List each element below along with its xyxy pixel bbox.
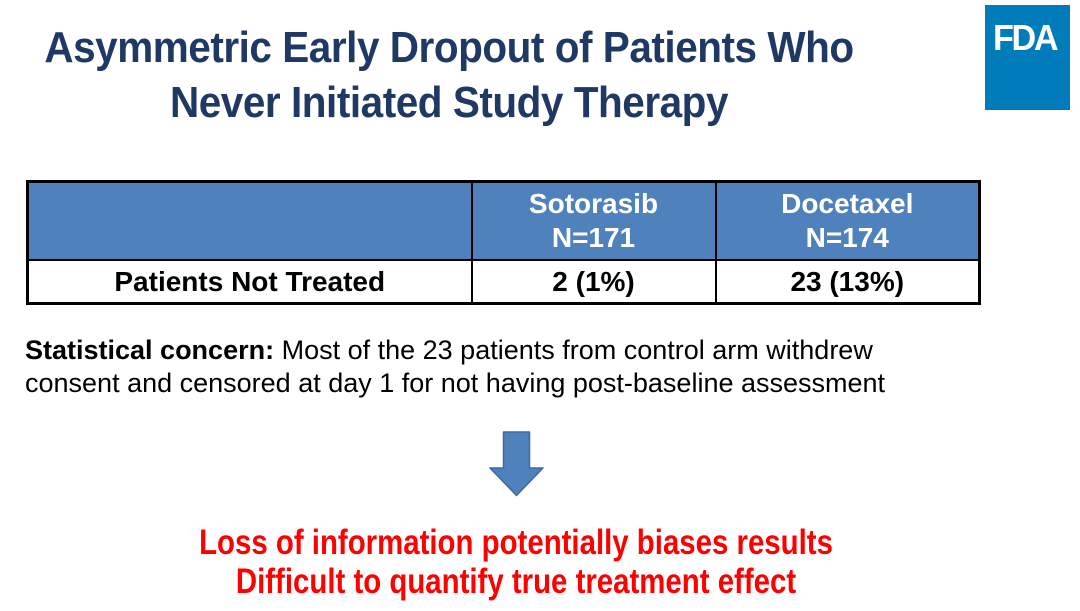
- concern-line1: Statistical concern: Most of the 23 pati…: [25, 334, 885, 367]
- concern-line2: consent and censored at day 1 for not ha…: [25, 368, 886, 398]
- table-header-sotorasib: Sotorasib N=171: [470, 180, 717, 261]
- header-drug-name: Docetaxel: [781, 188, 914, 219]
- patients-not-treated-table: Sotorasib N=171 Docetaxel N=174 Patients…: [26, 180, 981, 305]
- header-n-count: N=171: [551, 222, 636, 253]
- down-arrow-icon: [489, 431, 544, 497]
- header-n-count: N=174: [805, 222, 889, 253]
- table-header-row: Sotorasib N=171 Docetaxel N=174: [26, 180, 981, 261]
- slide-title: Asymmetric Early Dropout of Patients Who…: [0, 20, 898, 130]
- fda-logo-text: FDA: [993, 17, 1059, 58]
- fda-logo-icon: FDA: [985, 5, 1070, 110]
- conclusion-line1: Loss of information potentially biases r…: [199, 523, 833, 562]
- table-header-docetaxel: Docetaxel N=174: [714, 180, 981, 261]
- concern-line1-text: Most of the 23 patients from control arm…: [274, 335, 873, 365]
- row-label-patients-not-treated: Patients Not Treated: [26, 259, 473, 305]
- concern-label: Statistical concern:: [25, 335, 275, 365]
- header-drug-name: Sotorasib: [528, 188, 659, 219]
- slide-title-line2: Never Initiated Study Therapy: [169, 78, 729, 127]
- table-header-blank: [26, 180, 473, 261]
- slide-title-line1: Asymmetric Early Dropout of Patients Who: [44, 23, 854, 72]
- cell-docetaxel-value: 23 (13%): [714, 259, 981, 305]
- statistical-concern-paragraph: Statistical concern: Most of the 23 pati…: [25, 334, 885, 400]
- conclusion-text: Loss of information potentially biases r…: [0, 523, 1032, 601]
- conclusion-line2: Difficult to quantify true treatment eff…: [235, 562, 797, 601]
- table-row: Patients Not Treated 2 (1%) 23 (13%): [26, 259, 981, 305]
- cell-sotorasib-value: 2 (1%): [470, 259, 717, 305]
